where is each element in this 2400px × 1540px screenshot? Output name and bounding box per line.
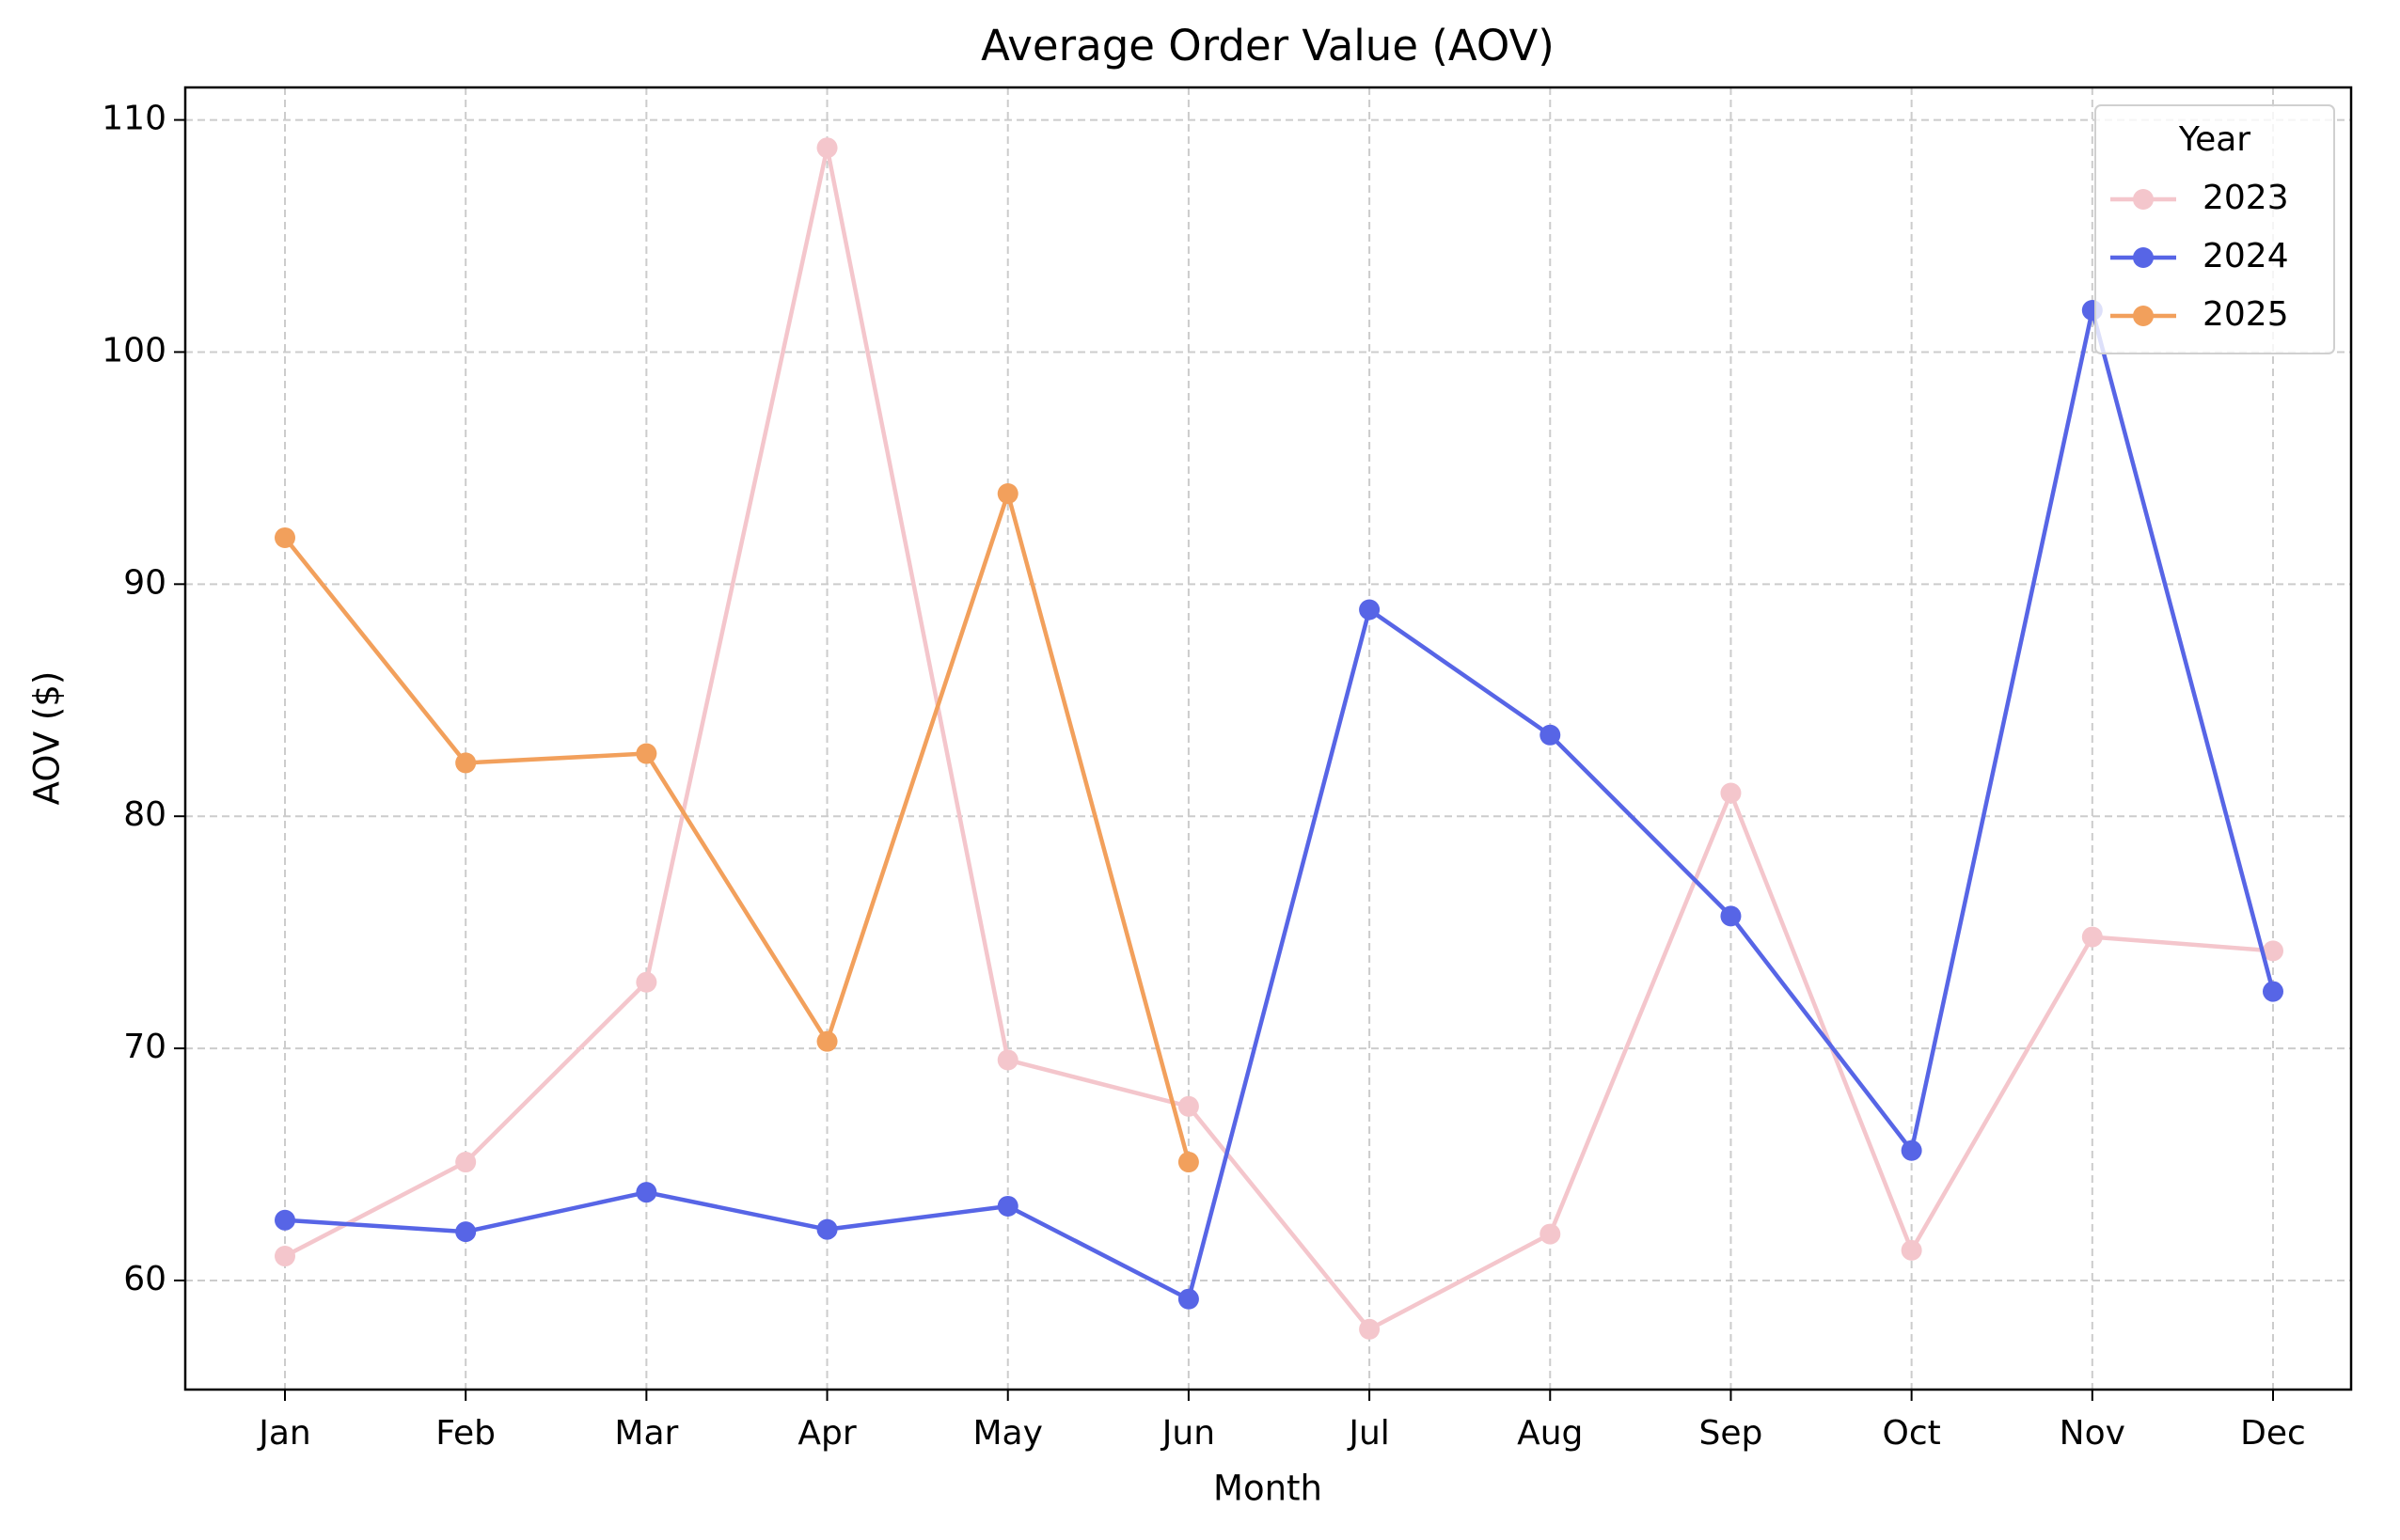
series-marker	[1901, 1139, 1922, 1161]
x-tick-label: May	[973, 1414, 1043, 1453]
series-marker	[455, 752, 477, 774]
series-line	[283, 145, 2274, 1332]
x-tick-label: Sep	[1699, 1414, 1763, 1453]
series-marker	[2263, 940, 2283, 962]
series-marker	[1539, 724, 1561, 746]
y-axis-label: AOV ($)	[27, 671, 68, 806]
series-marker	[997, 1049, 1018, 1071]
x-tick-label: Apr	[797, 1414, 856, 1453]
series-marker	[636, 971, 657, 993]
series-marker	[275, 1209, 295, 1231]
series-marker	[455, 1152, 477, 1173]
x-tick-label: Aug	[1517, 1414, 1583, 1453]
legend-swatch-marker	[2133, 189, 2154, 210]
series-marker	[275, 1246, 295, 1267]
series-marker	[1720, 905, 1742, 927]
legend-title: Year	[2178, 120, 2250, 159]
series-marker	[636, 1182, 657, 1203]
legend-swatch-marker	[2133, 247, 2154, 268]
legend: Year 2023 2024 2025	[2094, 104, 2335, 354]
series-marker	[1177, 1288, 1199, 1310]
series-marker	[275, 526, 295, 548]
plot-frame	[183, 86, 2353, 1391]
x-tick-label: Mar	[614, 1414, 678, 1453]
y-tick-label: 110	[102, 100, 166, 138]
series-marker	[816, 1030, 838, 1052]
legend-label: 2025	[2203, 295, 2289, 334]
y-tick-label: 70	[123, 1028, 166, 1066]
series-marker	[997, 1195, 1018, 1217]
x-tick-label: Feb	[435, 1414, 496, 1453]
x-tick-label: Jan	[257, 1414, 311, 1453]
series-marker	[1177, 1152, 1199, 1173]
series-marker	[1359, 599, 1381, 621]
y-tick-label: 90	[123, 563, 166, 602]
series-marker	[1901, 1239, 1922, 1261]
series-marker	[816, 137, 838, 159]
series-line	[283, 491, 1192, 1163]
series-marker	[816, 1218, 838, 1240]
y-tick-label: 80	[123, 795, 166, 834]
x-tick-label: Oct	[1883, 1414, 1941, 1453]
series-marker	[1539, 1223, 1561, 1245]
x-tick-label: Dec	[2240, 1414, 2306, 1453]
x-tick-label: Jun	[1161, 1414, 1215, 1453]
legend-label: 2024	[2203, 237, 2289, 275]
series-marker	[455, 1221, 477, 1243]
series-marker	[997, 483, 1018, 505]
series-line	[284, 307, 2276, 1301]
x-axis-label: Month	[1213, 1469, 1322, 1509]
legend-swatch-marker	[2133, 306, 2154, 326]
legend-box	[2094, 104, 2335, 354]
series-marker	[2081, 926, 2103, 948]
y-tick-label: 60	[123, 1260, 166, 1298]
legend-label: 2023	[2203, 179, 2289, 217]
y-tick-label: 100	[102, 331, 166, 369]
chart-title: Average Order Value (AOV)	[981, 21, 1555, 71]
series-marker	[1177, 1095, 1199, 1117]
series-marker	[1359, 1318, 1381, 1340]
series-marker	[2263, 981, 2283, 1002]
series-marker	[1720, 782, 1742, 804]
x-tick-label: Nov	[2060, 1414, 2125, 1453]
series-marker	[636, 743, 657, 764]
x-tick-label: Jul	[1347, 1414, 1389, 1453]
